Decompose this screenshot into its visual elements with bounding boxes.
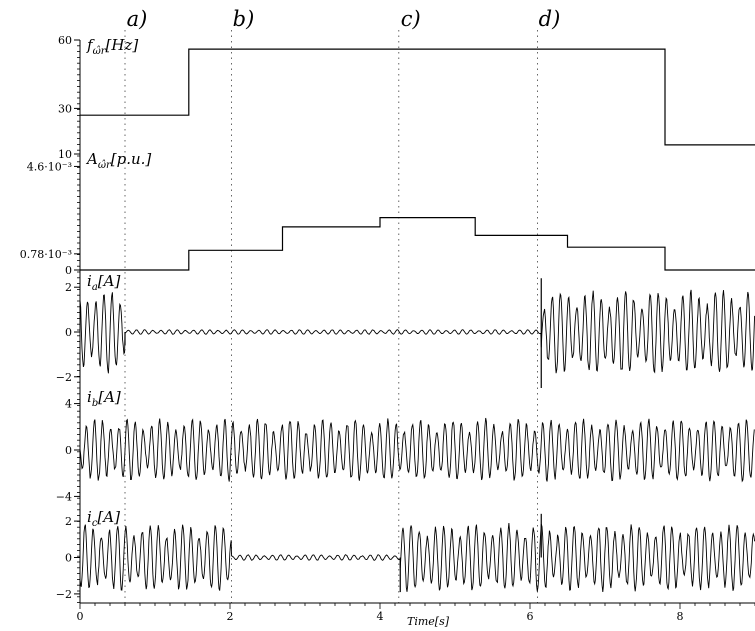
panel-label: ib[A] xyxy=(87,388,121,409)
event-marker-label: c) xyxy=(401,7,421,31)
x-tick-label: 0 xyxy=(77,610,84,623)
x-tick-label: 8 xyxy=(677,610,684,623)
y-tick-label: −4 xyxy=(56,490,72,503)
panel-label: ic[A] xyxy=(87,508,120,529)
y-tick-label: 0 xyxy=(65,444,72,457)
oscillation-series-line xyxy=(79,522,755,593)
x-tick-label: 4 xyxy=(377,610,384,623)
event-marker-label: d) xyxy=(539,7,561,31)
step-series-line xyxy=(80,217,755,271)
axes-group xyxy=(74,39,755,609)
y-tick-label: 4.6·10⁻³ xyxy=(27,160,72,173)
panel-label: fω̂r[Hz] xyxy=(86,36,138,57)
y-tick-label: 0.78·10⁻³ xyxy=(20,248,72,261)
y-tick-label: −2 xyxy=(56,371,72,384)
panel-label: ia[A] xyxy=(87,272,120,293)
y-tick-label: 60 xyxy=(58,34,72,47)
y-tick-label: 0 xyxy=(65,264,72,277)
oscillation-series-line xyxy=(79,289,755,374)
y-tick-label: 4 xyxy=(65,398,72,411)
panel-label: Aω̂r[p.u.] xyxy=(85,150,151,171)
y-tick-label: 2 xyxy=(65,281,72,294)
y-tick-label: 0 xyxy=(65,552,72,565)
x-tick-label: 2 xyxy=(227,610,234,623)
y-tick-label: −2 xyxy=(56,588,72,601)
x-tick-label: 6 xyxy=(527,610,534,623)
oscillation-series-line xyxy=(79,417,755,483)
y-tick-label: 0 xyxy=(65,326,72,339)
y-tick-label: 2 xyxy=(65,515,72,528)
y-tick-label: 30 xyxy=(58,102,72,115)
step-series-line xyxy=(80,48,755,146)
y-tick-label: 10 xyxy=(58,148,72,161)
text-group: 0 2 4 6 8 Time[s] a) b) c) d) fω̂r[Hz] 60 30 10 Aω̂r[p… xyxy=(20,7,684,628)
x-axis-title: Time[s] xyxy=(407,615,450,628)
event-marker-label: a) xyxy=(127,7,148,31)
event-marker-label: b) xyxy=(233,7,255,31)
series-group xyxy=(79,48,755,593)
marker-group xyxy=(124,30,538,603)
